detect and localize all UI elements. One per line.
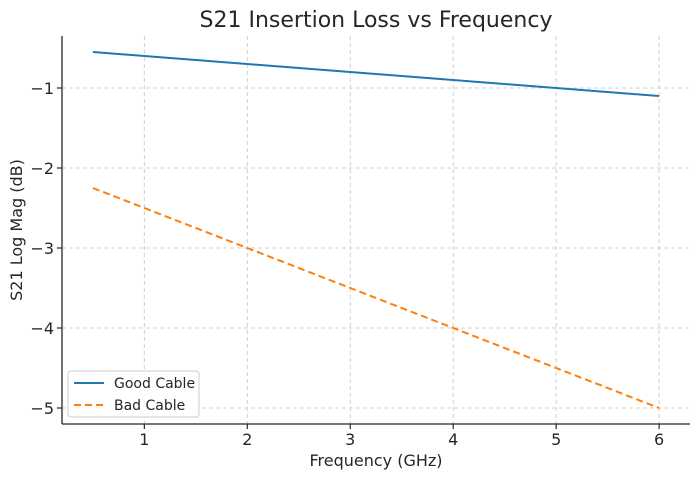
- y-tick-label: −4: [30, 319, 54, 338]
- y-tick-label: −2: [30, 159, 54, 178]
- y-tick-label: −3: [30, 239, 54, 258]
- grid: [62, 36, 690, 424]
- x-tick-label: 1: [139, 430, 149, 449]
- x-tick-label: 6: [654, 430, 664, 449]
- series-lines: [92, 51, 660, 409]
- chart-title: S21 Insertion Loss vs Frequency: [200, 8, 553, 33]
- y-tick-label: −5: [30, 399, 54, 418]
- series-line-2: [92, 187, 660, 409]
- legend-label: Bad Cable: [114, 398, 185, 414]
- axes: [61, 36, 690, 425]
- series-line-1: [92, 51, 660, 97]
- x-tick-label: 4: [448, 430, 458, 449]
- legend-label: Good Cable: [114, 376, 195, 392]
- x-tick-label: 2: [242, 430, 252, 449]
- legend: Good Cable Bad Cable: [67, 370, 200, 418]
- x-tick-label: 5: [551, 430, 561, 449]
- x-tick-label: 3: [345, 430, 355, 449]
- x-axis-title: Frequency (GHz): [309, 451, 442, 470]
- ticks: 1 2 3 4 5 6 −1 −2 −3 −4 −5: [30, 79, 664, 449]
- y-axis-title: S21 Log Mag (dB): [7, 159, 26, 301]
- y-tick-label: −1: [30, 79, 54, 98]
